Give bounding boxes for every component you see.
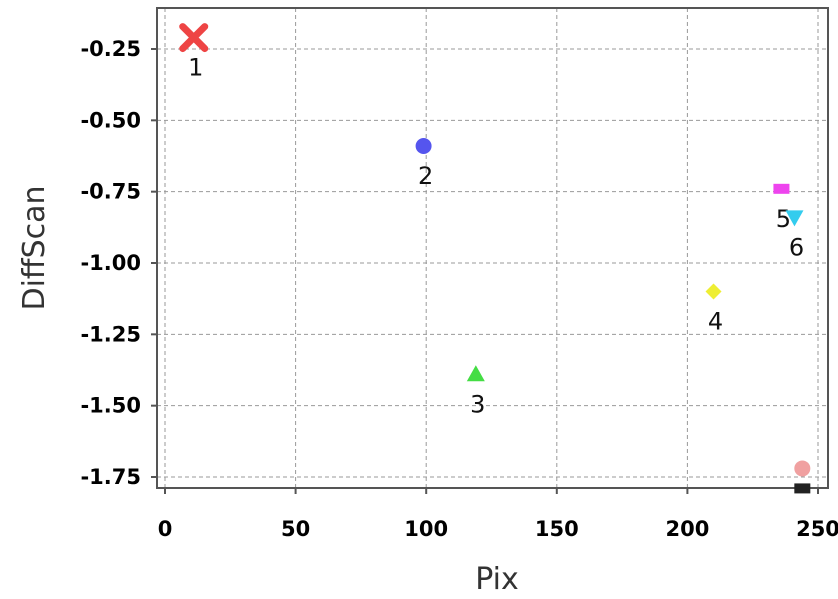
grid [157,8,828,488]
data-point-label: 3 [470,390,485,418]
y-tick-label: -1.50 [80,394,141,418]
y-tick-label: -0.75 [80,180,141,204]
x-tick-label: 0 [158,517,173,541]
x-tick-label: 200 [665,517,709,541]
data-point-marker [794,460,811,477]
y-axis: -0.25 -0.50 -0.75 -1.00 -1.25 -1.50 -1.75 [80,37,157,489]
data-point-label: 6 [789,233,804,261]
data-points: 1 2 3 4 56 [179,23,811,494]
y-tick-label: -0.25 [80,37,141,61]
y-axis-label: DiffScan [17,185,52,310]
data-point-marker [179,23,209,53]
x-tick-label: 250 [796,517,838,541]
x-tick-label: 100 [404,517,448,541]
data-point-label: 1 [188,54,203,82]
y-tick-label: -1.25 [80,322,141,346]
y-tick-label: -0.50 [80,108,141,132]
y-tick-label: -1.75 [80,465,141,489]
x-axis-label: Pix [475,562,519,597]
y-tick-label: -1.00 [80,251,141,275]
plot-frame [156,7,829,489]
data-point-marker [794,483,811,494]
x-axis: 0 50 100 150 200 250 [158,488,838,541]
x-tick-label: 150 [535,517,579,541]
data-point-marker [415,138,432,155]
data-point-label: 2 [418,162,433,190]
x-tick-label: 50 [281,517,310,541]
data-point-marker [773,183,790,194]
data-point-label: 4 [708,308,723,336]
data-point-marker [705,283,722,300]
data-point-marker [785,210,804,227]
data-point-marker [466,365,485,382]
data-point-label: 5 [776,205,791,233]
